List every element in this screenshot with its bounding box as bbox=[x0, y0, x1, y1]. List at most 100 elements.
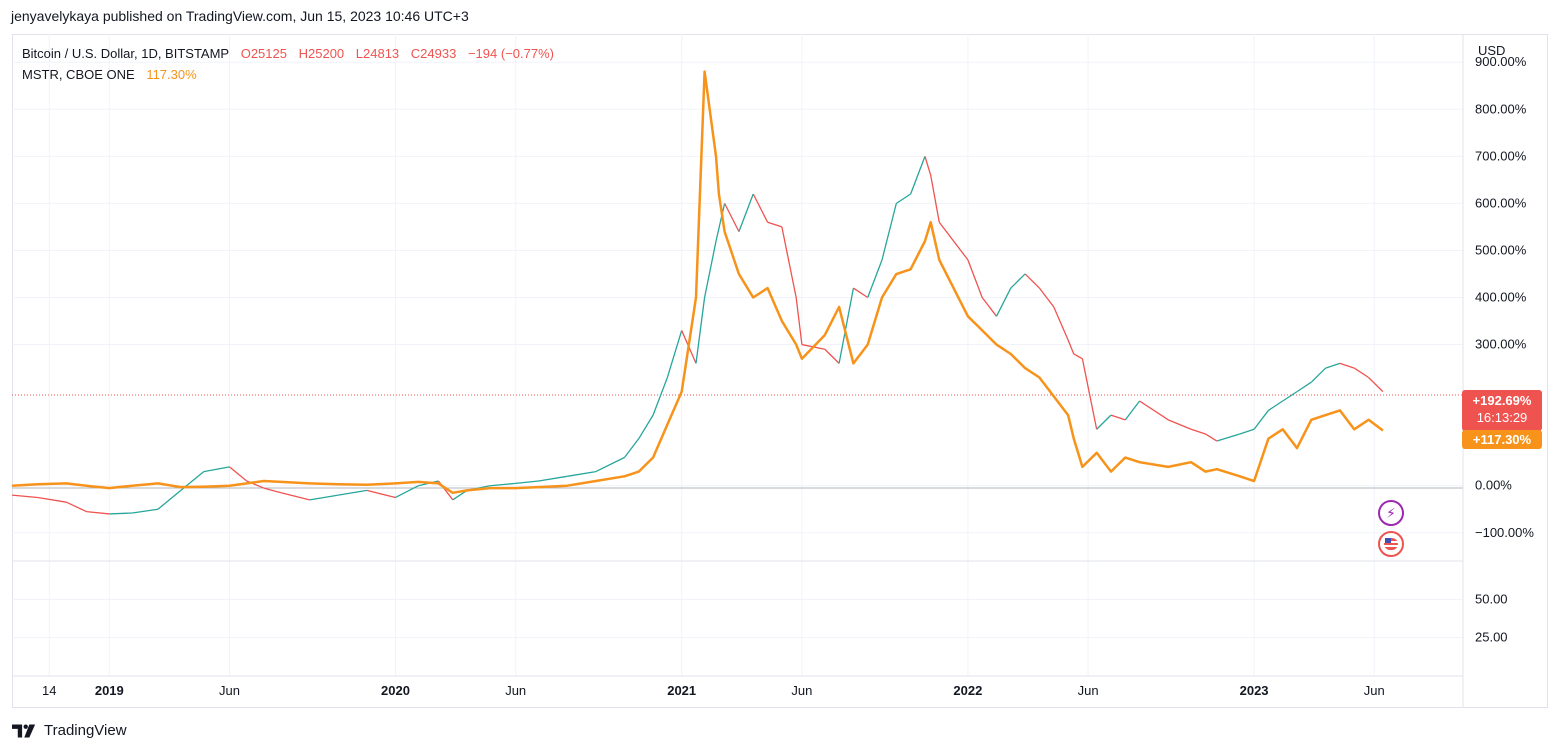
btc-segment bbox=[1073, 353, 1083, 360]
btc-segment bbox=[157, 489, 182, 510]
btc-segment bbox=[1067, 339, 1075, 355]
tradingview-logo-icon bbox=[12, 724, 36, 737]
mstr-series bbox=[11, 70, 1384, 495]
btc-segment bbox=[1339, 362, 1355, 369]
x-tick-label: Jun bbox=[505, 683, 526, 698]
btc-segment bbox=[1253, 410, 1269, 430]
lightning-icon[interactable]: ⚡ bbox=[1378, 500, 1404, 526]
btc-segment bbox=[1024, 273, 1040, 289]
btc-segment bbox=[595, 456, 625, 473]
btc-segment bbox=[652, 377, 668, 416]
btc-segment bbox=[1268, 400, 1284, 411]
btc-segment bbox=[930, 175, 940, 223]
volume-axis: 50.00 25.00 bbox=[1475, 591, 1508, 644]
btc-segment bbox=[767, 221, 783, 228]
btc-segment bbox=[838, 287, 855, 364]
btc-segment bbox=[867, 259, 883, 298]
btc-segment bbox=[995, 287, 1012, 317]
us-flag-icon[interactable] bbox=[1378, 531, 1404, 557]
chart-frame bbox=[12, 34, 1548, 708]
btc-segment bbox=[1190, 428, 1206, 435]
btc-segment bbox=[781, 226, 797, 298]
btc-segment bbox=[1096, 414, 1112, 430]
legend-high: H25200 bbox=[298, 46, 345, 61]
footer-brand[interactable]: TradingView bbox=[12, 722, 127, 739]
btc-segment bbox=[895, 193, 912, 204]
btc-segment bbox=[1167, 419, 1192, 430]
btc-segment bbox=[967, 259, 983, 298]
btc-segment bbox=[1110, 414, 1126, 421]
btc-segment bbox=[132, 508, 159, 514]
btc-segment bbox=[11, 494, 38, 499]
btc-segment bbox=[86, 510, 110, 515]
btc-segment bbox=[853, 287, 869, 299]
btc-segment bbox=[623, 438, 640, 458]
y-tick-label: −100.00% bbox=[1475, 525, 1534, 540]
btc-series bbox=[11, 156, 1384, 515]
y-tick-label: 300.00% bbox=[1475, 337, 1527, 352]
btc-segment bbox=[280, 492, 310, 501]
bar-countdown: 16:13:29 bbox=[1476, 410, 1528, 425]
btc-segment bbox=[395, 485, 419, 499]
btc-segment bbox=[1124, 400, 1141, 421]
btc-segment bbox=[738, 193, 754, 232]
btc-segment bbox=[567, 470, 596, 477]
x-tick-label: 2019 bbox=[95, 683, 124, 698]
btc-segment bbox=[1038, 287, 1055, 308]
btc-segment bbox=[824, 348, 840, 364]
btc-price-tag-value: +192.69% bbox=[1472, 393, 1532, 408]
volume-tick-label: 50.00 bbox=[1475, 591, 1508, 606]
legend-main[interactable]: Bitcoin / U.S. Dollar, 1D, BITSTAMP O251… bbox=[22, 46, 554, 61]
btc-segment bbox=[938, 221, 969, 261]
btc-segment bbox=[1325, 362, 1341, 369]
btc-segment bbox=[638, 414, 654, 439]
y-tick-label: 700.00% bbox=[1475, 148, 1527, 163]
btc-segment bbox=[515, 480, 539, 485]
btc-segment bbox=[229, 466, 248, 482]
volume-tick-label: 25.00 bbox=[1475, 630, 1508, 645]
footer-brand-text: TradingView bbox=[44, 722, 127, 739]
legend-compare-value: 117.30% bbox=[146, 67, 197, 82]
btc-segment bbox=[1310, 367, 1327, 383]
btc-segment bbox=[66, 501, 87, 513]
btc-segment bbox=[715, 203, 726, 242]
btc-segment bbox=[489, 482, 516, 487]
legend-compare[interactable]: MSTR, CBOE ONE 117.30% bbox=[22, 67, 197, 82]
btc-price-tag: +192.69% 16:13:29 bbox=[1462, 390, 1542, 431]
x-tick-label: 2022 bbox=[953, 683, 982, 698]
btc-segment bbox=[910, 156, 926, 195]
y-tick-label: 800.00% bbox=[1475, 101, 1527, 116]
mstr-price-tag: +117.30% bbox=[1462, 430, 1542, 449]
publish-header: jenyavelykaya published on TradingView.c… bbox=[11, 8, 469, 24]
btc-segment bbox=[724, 203, 740, 232]
btc-segment bbox=[1216, 433, 1240, 442]
legend-change: −194 (−0.77%) bbox=[467, 46, 554, 61]
x-tick-label: 2023 bbox=[1240, 683, 1269, 698]
btc-segment bbox=[538, 475, 568, 482]
btc-segment bbox=[1239, 428, 1255, 435]
legend-symbol: Bitcoin / U.S. Dollar, 1D, BITSTAMP bbox=[22, 46, 230, 61]
btc-segment bbox=[924, 156, 932, 176]
y-tick-label: 600.00% bbox=[1475, 195, 1527, 210]
btc-segment bbox=[37, 496, 67, 503]
legend-low: L24813 bbox=[355, 46, 400, 61]
btc-segment bbox=[203, 466, 230, 473]
btc-segment bbox=[1368, 377, 1384, 393]
btc-segment bbox=[1282, 391, 1298, 402]
btc-segment bbox=[703, 240, 717, 298]
y-tick-label: 0.00% bbox=[1475, 478, 1512, 493]
btc-segment bbox=[795, 297, 803, 345]
x-tick-label: 14 bbox=[42, 683, 56, 698]
currency-label: USD bbox=[1478, 43, 1505, 58]
x-tick-label: 2021 bbox=[667, 683, 696, 698]
btc-segment bbox=[1053, 306, 1069, 341]
legend-close: C24933 bbox=[410, 46, 457, 61]
grid-lines bbox=[12, 34, 1463, 676]
btc-segment bbox=[1010, 273, 1026, 289]
btc-segment bbox=[666, 330, 683, 378]
btc-segment bbox=[1353, 367, 1369, 379]
btc-segment bbox=[309, 494, 339, 501]
btc-segment bbox=[366, 489, 396, 499]
btc-segment bbox=[263, 487, 282, 494]
